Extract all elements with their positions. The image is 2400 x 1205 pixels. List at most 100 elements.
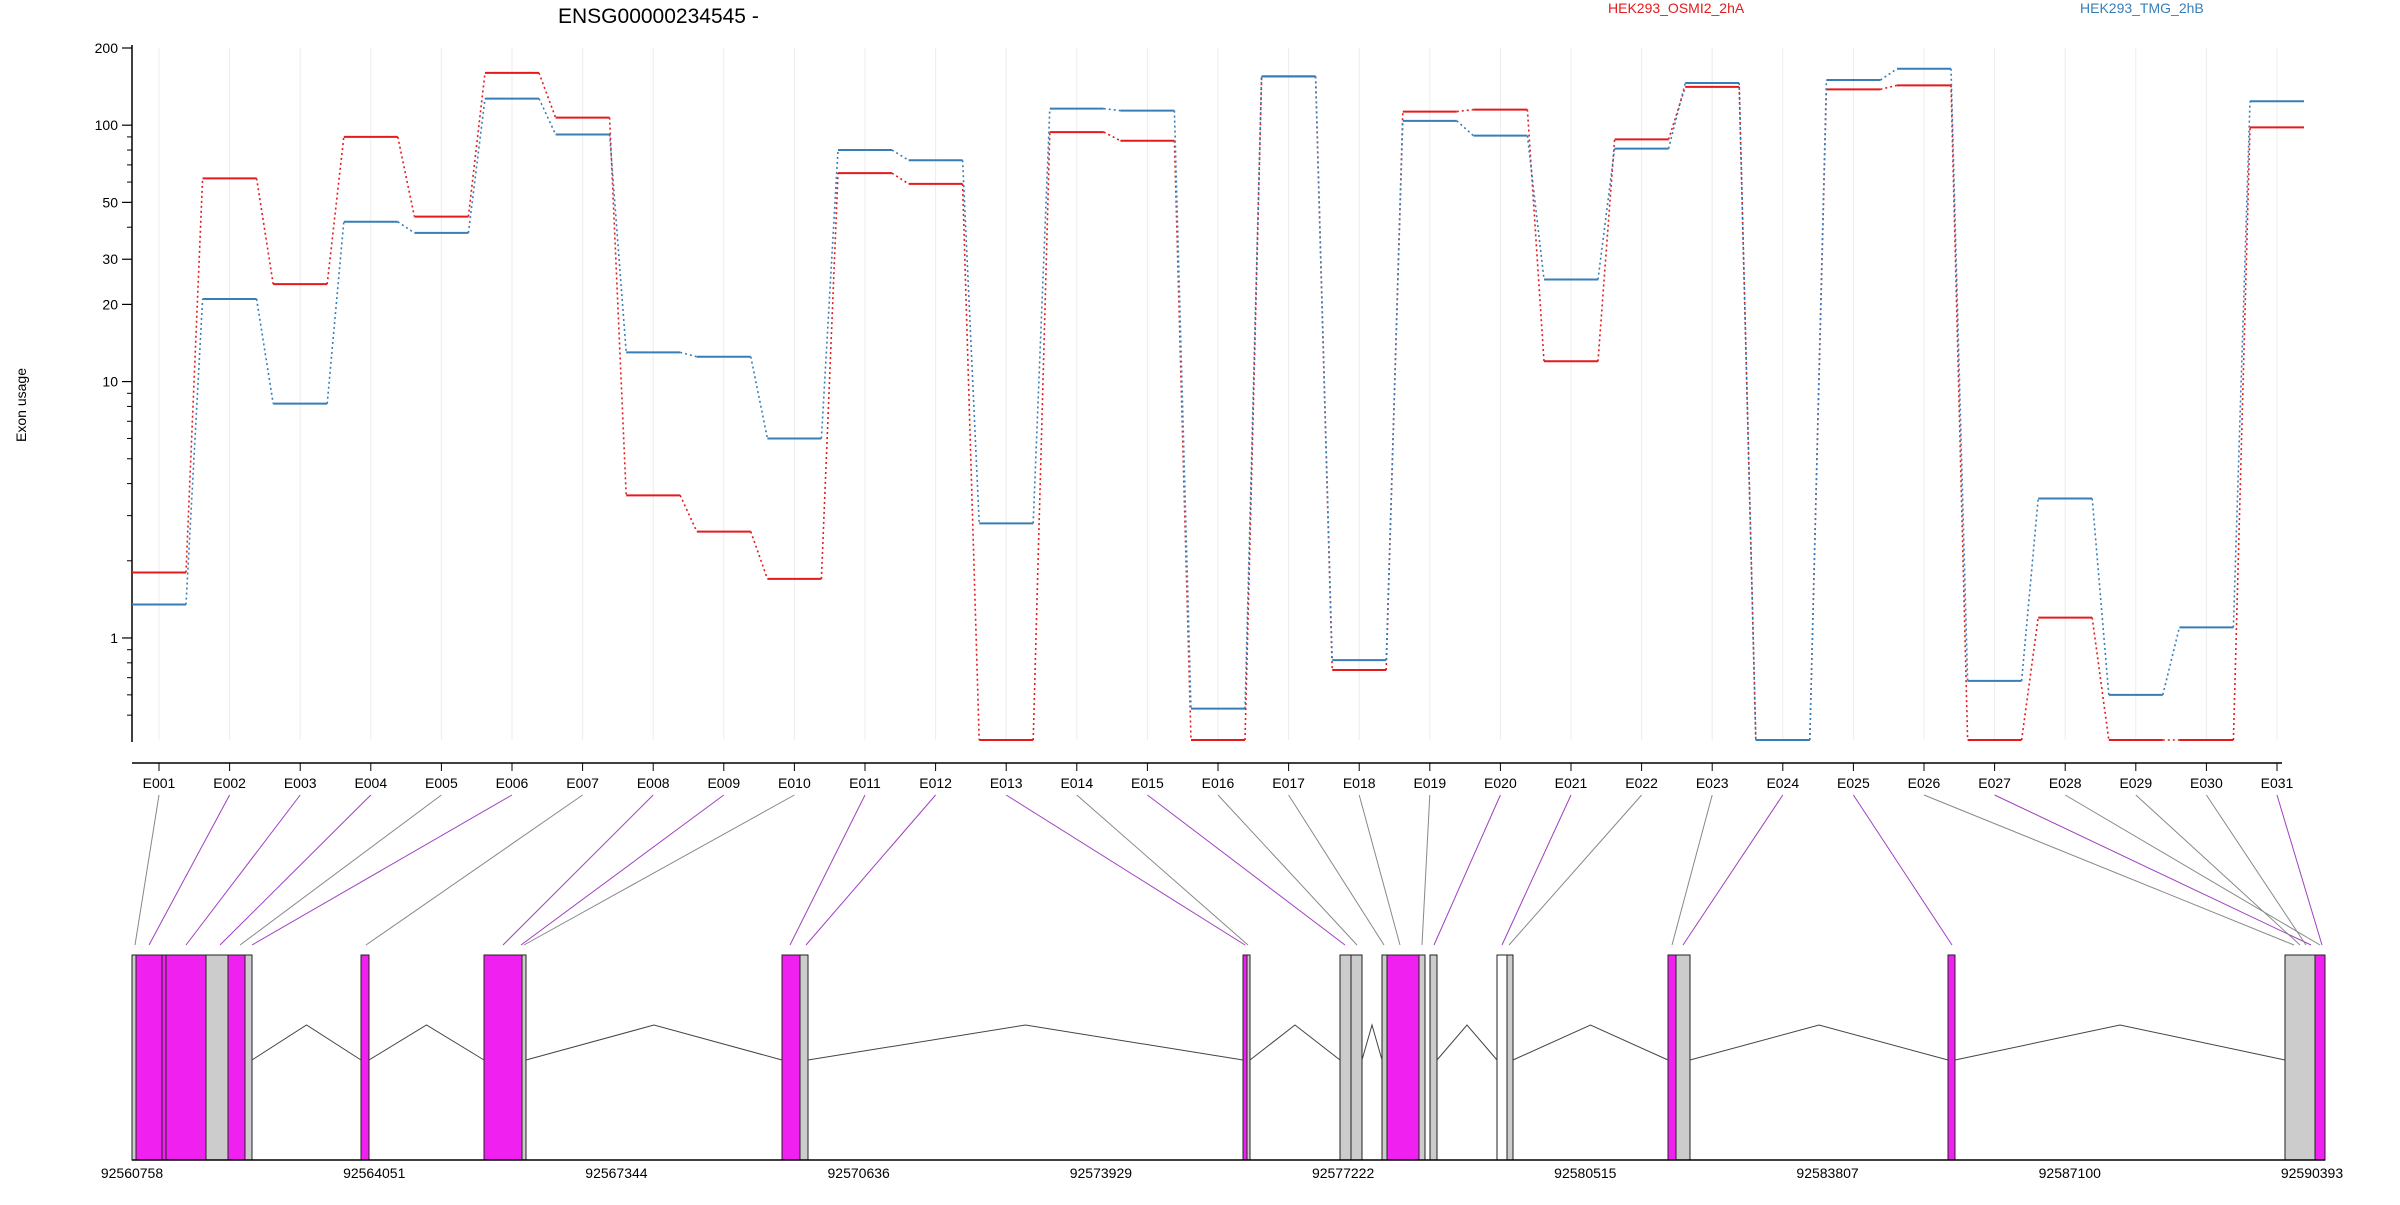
series-connector: [2232, 101, 2251, 628]
x-tick-label: E005: [425, 775, 458, 791]
x-tick-label: E017: [1272, 775, 1305, 791]
exon-connector: [789, 794, 866, 946]
x-tick-label: E008: [637, 775, 670, 791]
series-layer: [132, 67, 2304, 741]
chart-title: ENSG00000234545 -: [558, 5, 759, 28]
series-connector: [2020, 498, 2039, 681]
series-connector: [397, 221, 415, 234]
x-tick-label: E022: [1625, 775, 1658, 791]
series-connector: [2020, 617, 2039, 741]
gene-model: 92560758 92564051 92567344 92570636 92573929…: [101, 954, 2344, 1181]
exon-block: [521, 954, 527, 1161]
series-connector: [1173, 110, 1192, 709]
series-connector: [185, 298, 204, 605]
genomic-tick-label: 92570636: [828, 1165, 891, 1181]
series-connector: [255, 178, 274, 285]
exon-block: [205, 954, 229, 1161]
intron-line: [251, 1024, 362, 1061]
exon-connector: [1508, 794, 1642, 946]
series-connector: [1738, 83, 1757, 741]
exon-connector: [134, 794, 160, 946]
exon-block: [360, 954, 370, 1161]
x-tick-label: E031: [2261, 775, 2294, 791]
series-connector: [608, 134, 627, 353]
exon-block: [1429, 954, 1438, 1161]
exon-connector: [805, 794, 936, 946]
exon-block: [1339, 954, 1352, 1161]
y-axis-label: Exon usage: [13, 368, 29, 442]
x-tick-label: E027: [1978, 775, 2011, 791]
exon-connector: [1994, 794, 2312, 946]
series-connector: [1880, 84, 1898, 91]
series-connector: [1244, 76, 1263, 709]
legend-entry-0: HEK293_OSMI2_2hA: [1608, 0, 1745, 16]
exon-connector: [148, 794, 231, 946]
series-connector: [1597, 139, 1616, 362]
exon-connector: [365, 794, 583, 946]
series-connector: [1456, 108, 1474, 113]
x-tick-label: E024: [1766, 775, 1799, 791]
series-connector: [1456, 120, 1474, 137]
exon-connector: [1005, 794, 1246, 946]
x-tick-label: E030: [2190, 775, 2223, 791]
series-connector: [397, 136, 416, 217]
exon-block: [1947, 954, 1956, 1161]
series-connector: [326, 136, 345, 285]
exon-block: [165, 954, 207, 1161]
exon-block: [1675, 954, 1691, 1161]
exon-connector: [185, 794, 301, 946]
exon-block: [1242, 954, 1248, 1161]
series-connector: [1667, 82, 1686, 149]
genomic-tick-label: 92580515: [1554, 1165, 1617, 1181]
exon-connector: [1501, 794, 1572, 946]
genomic-tick-label: 92567344: [585, 1165, 648, 1181]
x-tick-label: E010: [778, 775, 811, 791]
series-connector: [538, 98, 557, 135]
x-tick-label: E001: [143, 775, 176, 791]
series-connector: [467, 72, 486, 217]
x-tick-label: E012: [919, 775, 952, 791]
y-tick-label: 200: [95, 40, 119, 56]
exon-connector: [2205, 794, 2307, 946]
y-tick-label: 50: [102, 194, 118, 210]
series-connector: [750, 531, 769, 580]
series-connector: [1526, 135, 1545, 280]
series-connector: [2091, 617, 2110, 741]
genomic-tick-label: 92590393: [2281, 1165, 2344, 1181]
series-connector: [1314, 76, 1333, 661]
exon-connector: [1288, 794, 1385, 946]
x-tick-label: E014: [1060, 775, 1093, 791]
series-connector: [891, 172, 910, 185]
series-connector: [1526, 109, 1545, 362]
x-tick-label: E013: [990, 775, 1023, 791]
series-connector: [1809, 80, 1828, 741]
x-tick-label: E015: [1131, 775, 1164, 791]
series-connector: [820, 149, 839, 439]
x-tick-label: E026: [1908, 775, 1941, 791]
x-tick-label: E016: [1202, 775, 1235, 791]
intron-line: [807, 1024, 1244, 1061]
series-connector: [961, 160, 980, 524]
exon-connector: [1217, 794, 1358, 946]
x-tick-label: E021: [1555, 775, 1588, 791]
x-tick-label: E028: [2049, 775, 2082, 791]
exon-connector: [1076, 794, 1249, 946]
grid-layer: [158, 48, 2278, 740]
y-tick-label: 100: [95, 117, 119, 133]
series-connector: [1879, 68, 1898, 81]
series-connector: [1173, 140, 1192, 741]
intron-line: [1512, 1024, 1669, 1061]
exon-connector: [1358, 794, 1401, 946]
exon-block: [1381, 954, 1388, 1161]
series-connector: [961, 183, 980, 741]
x-tick-label: E029: [2119, 775, 2152, 791]
series-connector: [467, 98, 486, 234]
exon-block: [161, 954, 167, 1161]
series-connector: [1103, 107, 1121, 112]
series-connector: [608, 117, 627, 496]
exon-block: [1350, 954, 1363, 1161]
series-connector: [1597, 148, 1616, 280]
series-connector: [1385, 111, 1404, 671]
series-1: [132, 67, 2304, 741]
genomic-tick-label: 92573929: [1070, 1165, 1133, 1181]
